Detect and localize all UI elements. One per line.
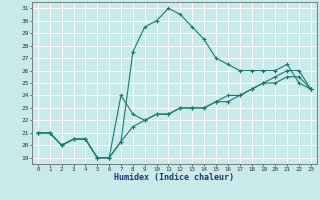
X-axis label: Humidex (Indice chaleur): Humidex (Indice chaleur) [115, 173, 234, 182]
